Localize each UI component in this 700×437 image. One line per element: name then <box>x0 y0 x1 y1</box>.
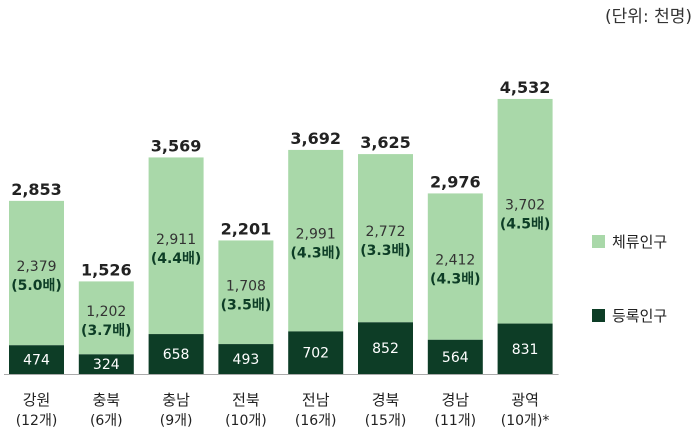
registered-value-label: 658 <box>163 347 190 363</box>
total-value-label: 2,853 <box>11 180 62 199</box>
legend-label: 체류인구 <box>612 233 667 251</box>
ratio-label: (3.5배) <box>221 297 271 313</box>
category-label: 경북 <box>372 391 400 409</box>
stay-value-label: 2,379 <box>16 259 56 275</box>
ratio-label: (3.7배) <box>81 323 131 339</box>
ratio-label: (3.3배) <box>360 243 410 259</box>
bar-stay-segment <box>78 281 134 355</box>
ratio-label: (4.3배) <box>290 246 340 262</box>
registered-value-label: 702 <box>302 346 329 362</box>
category-label: 광역 <box>511 391 539 409</box>
stay-value-label: 2,772 <box>365 224 405 240</box>
stay-value-label: 1,708 <box>226 278 266 294</box>
registered-value-label: 564 <box>442 350 469 366</box>
ratio-label: (4.3배) <box>430 272 480 288</box>
total-value-label: 2,201 <box>221 219 272 238</box>
bar-registered-segment <box>9 345 64 374</box>
registered-value-label: 831 <box>512 342 539 358</box>
bar-registered-segment <box>288 331 344 374</box>
bar-registered-segment <box>78 354 134 374</box>
bar-stay-segment <box>288 149 344 332</box>
legend-label: 등록인구 <box>612 307 667 325</box>
registered-value-label: 324 <box>93 357 120 373</box>
ratio-label: (5.0배) <box>11 278 61 294</box>
stay-value-label: 1,202 <box>86 304 126 320</box>
bar-stay-segment <box>427 193 483 340</box>
bar-stay-segment <box>358 154 413 323</box>
category-label: 전남 <box>302 391 330 409</box>
category-count-label: (9개) <box>160 413 193 429</box>
stay-value-label: 2,991 <box>296 227 336 243</box>
bar-registered-segment <box>427 339 483 374</box>
category-count-label: (6개) <box>90 413 123 429</box>
stay-value-label: 2,412 <box>435 253 475 269</box>
category-label: 경남 <box>441 391 469 409</box>
registered-value-label: 474 <box>23 353 50 369</box>
bar-stay-segment <box>148 157 204 335</box>
category-count-label: (16개) <box>295 413 337 429</box>
total-value-label: 3,569 <box>151 136 202 155</box>
bar-registered-segment <box>358 322 413 374</box>
ratio-label: (4.4배) <box>151 251 201 267</box>
category-label: 충북 <box>92 391 120 409</box>
stay-value-label: 3,702 <box>505 197 545 213</box>
category-count-label: (10개)* <box>501 413 550 429</box>
category-count-label: (15개) <box>365 413 407 429</box>
total-value-label: 3,625 <box>360 133 411 152</box>
bar-stay-segment <box>9 200 64 346</box>
category-label: 전북 <box>232 391 260 409</box>
unit-label: (단위: 천명) <box>605 7 692 27</box>
total-value-label: 1,526 <box>81 260 132 279</box>
category-count-label: (12개) <box>16 413 58 429</box>
registered-value-label: 852 <box>372 341 399 357</box>
total-value-label: 2,976 <box>430 172 481 191</box>
category-count-label: (10개) <box>225 413 267 429</box>
total-value-label: 4,532 <box>500 78 551 97</box>
category-label: 강원 <box>23 391 51 409</box>
legend-swatch <box>592 309 605 322</box>
bar-registered-segment <box>218 344 274 374</box>
stay-value-label: 2,911 <box>156 232 196 248</box>
category-count-label: (11개) <box>434 413 476 429</box>
bar-stay-segment <box>218 240 274 345</box>
bar-stay-segment <box>497 98 553 324</box>
legend-swatch <box>592 235 605 248</box>
bar-registered-segment <box>497 323 553 374</box>
ratio-label: (4.5배) <box>500 216 550 232</box>
registered-value-label: 493 <box>233 352 260 368</box>
total-value-label: 3,692 <box>290 129 341 148</box>
bar-registered-segment <box>148 334 204 374</box>
category-label: 충남 <box>162 391 190 409</box>
